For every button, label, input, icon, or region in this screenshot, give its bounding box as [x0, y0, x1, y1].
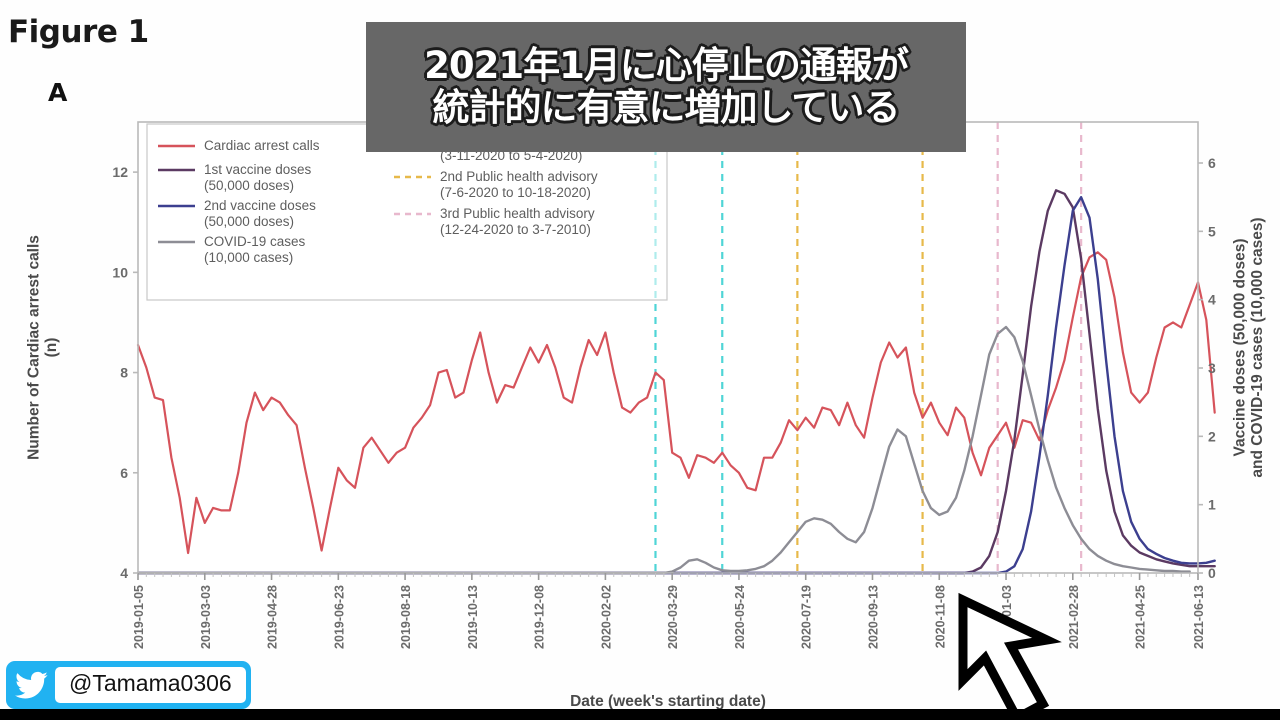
caption-line-1: 2021年1月に心停止の通報が [422, 44, 911, 88]
svg-text:2021-04-25: 2021-04-25 [1134, 585, 1148, 649]
svg-text:2019-06-23: 2019-06-23 [332, 585, 346, 649]
svg-text:2nd vaccine doses(50,000 doses: 2nd vaccine doses (50,000 doses) [204, 198, 316, 229]
svg-text:2020-11-08: 2020-11-08 [933, 585, 947, 648]
svg-text:2019-03-03: 2019-03-03 [199, 585, 213, 649]
caption-line-2: 統計的に有意に増加している [431, 86, 903, 130]
svg-text:5: 5 [1208, 223, 1216, 239]
advisory-marker-lines [654, 122, 1083, 573]
svg-text:2020-02-02: 2020-02-02 [599, 585, 613, 649]
panel-letter: A [48, 78, 68, 107]
svg-text:2019-12-08: 2019-12-08 [533, 585, 547, 649]
svg-text:2nd Public health advisory(7-6: 2nd Public health advisory (7-6-2020 to 1… [440, 169, 598, 200]
svg-text:1: 1 [1208, 497, 1216, 513]
svg-text:2: 2 [1208, 428, 1216, 444]
svg-text:2019-10-13: 2019-10-13 [466, 585, 480, 649]
y-tick-labels: 4 6 8 10 12 [112, 164, 138, 581]
svg-text:COVID-19 cases(10,000 cases): COVID-19 cases (10,000 cases) [204, 234, 306, 265]
svg-text:1st vaccine doses(50,000 doses: 1st vaccine doses (50,000 doses) [204, 162, 312, 193]
svg-text:Vaccine doses (50,000 doses)an: Vaccine doses (50,000 doses)and COVID-19… [1231, 217, 1266, 477]
svg-text:3: 3 [1208, 360, 1216, 376]
axis-titles: Number of Cardiac arrest calls(n) Date (w… [25, 217, 1266, 710]
svg-text:2019-08-18: 2019-08-18 [399, 585, 413, 649]
bottom-letterbox-bar [0, 709, 1280, 720]
svg-text:Number of Cardiac arrest calls: Number of Cardiac arrest calls(n) [25, 235, 60, 460]
svg-text:2021-02-28: 2021-02-28 [1067, 585, 1081, 649]
japanese-caption-overlay: 2021年1月に心停止の通報が 統計的に有意に増加している [366, 22, 966, 152]
svg-text:2020-07-19: 2020-07-19 [800, 585, 814, 649]
svg-text:2019-01-05: 2019-01-05 [132, 585, 146, 649]
svg-text:2020-03-29: 2020-03-29 [666, 585, 680, 649]
x-tick-labels: 2019-01-05 2019-03-03 2019-04-28 2019-06-23… [132, 573, 1206, 649]
twitter-bird-icon [15, 671, 48, 699]
y2-tick-labels: 0 1 2 3 4 5 6 [1198, 155, 1216, 581]
svg-text:10: 10 [112, 264, 128, 280]
svg-text:0: 0 [1208, 565, 1216, 581]
svg-text:2021-06-13: 2021-06-13 [1192, 585, 1206, 649]
svg-text:Cardiac arrest calls: Cardiac arrest calls [204, 138, 320, 153]
twitter-credit-badge[interactable]: @Tamama0306 [6, 661, 251, 709]
svg-text:2020-09-13: 2020-09-13 [866, 585, 880, 649]
twitter-handle: @Tamama0306 [55, 667, 246, 703]
svg-text:8: 8 [120, 365, 128, 381]
arrow-cursor-icon [958, 592, 1062, 720]
svg-text:4: 4 [120, 565, 128, 581]
svg-text:12: 12 [112, 164, 128, 180]
svg-text:4: 4 [1208, 292, 1216, 308]
svg-text:3rd Public health advisory(12-: 3rd Public health advisory (12-24-2020 to… [440, 206, 595, 237]
svg-text:2019-04-28: 2019-04-28 [266, 585, 280, 649]
svg-text:Date (week's starting date): Date (week's starting date) [570, 693, 766, 710]
svg-text:6: 6 [1208, 155, 1216, 171]
figure-caption: Figure 1 [8, 14, 149, 50]
svg-text:6: 6 [120, 465, 128, 481]
chart-legend: Cardiac arrest calls 1st vaccine doses (50… [146, 123, 668, 301]
svg-text:2020-05-24: 2020-05-24 [733, 585, 747, 649]
